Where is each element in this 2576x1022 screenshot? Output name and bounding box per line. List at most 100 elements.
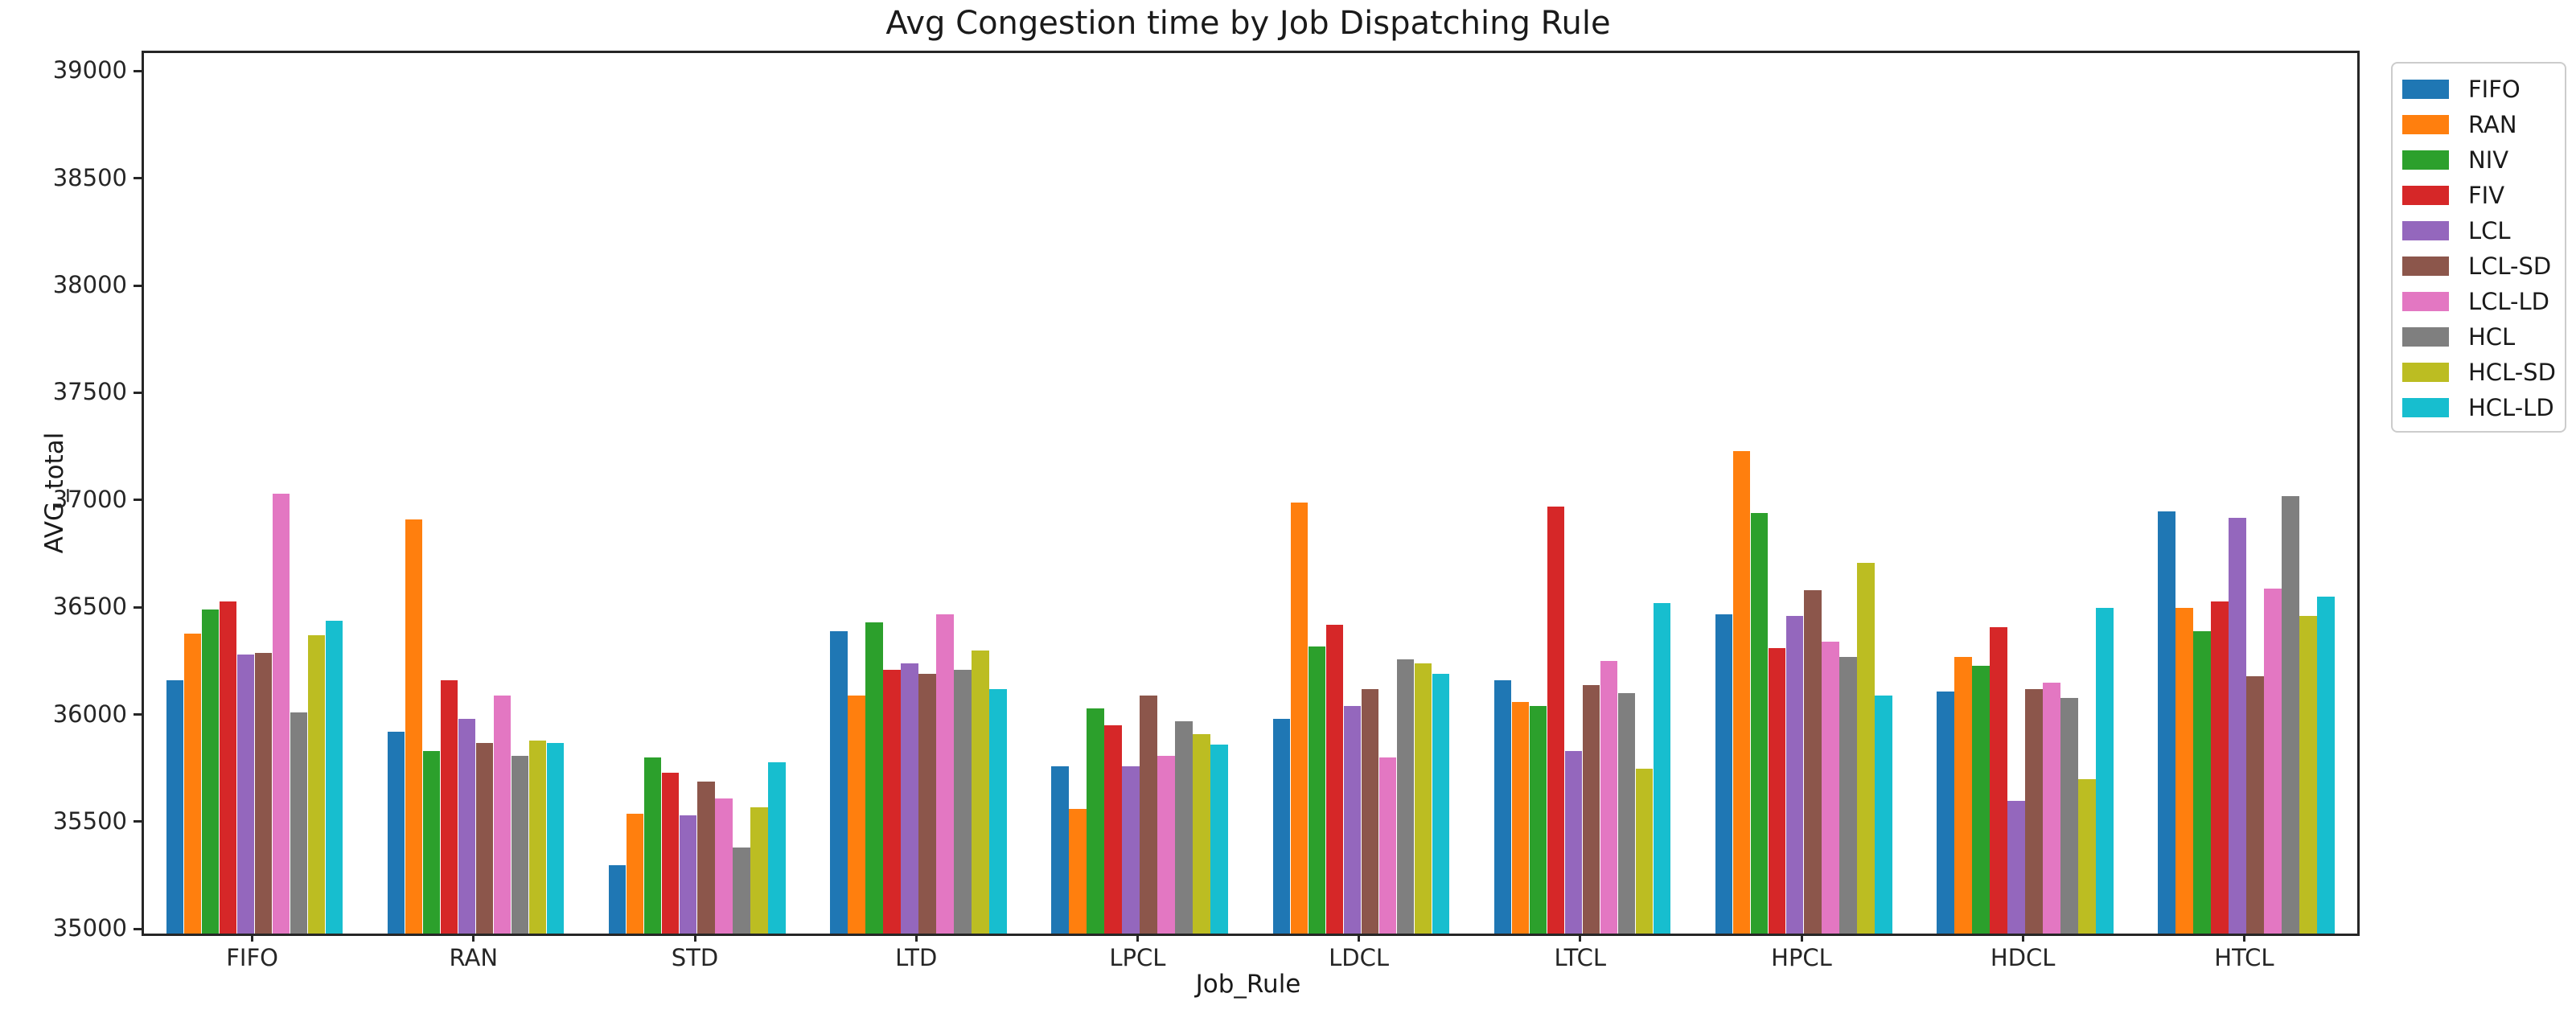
x-tick-mark-HTCL — [2242, 934, 2245, 942]
bar-FIFO-LCL — [236, 655, 255, 934]
bar-RAN-NIV — [422, 751, 441, 934]
bar-HTCL-HCL-SD — [2299, 616, 2317, 934]
y-tick-label-35000: 35000 — [52, 914, 127, 942]
legend-swatch-LCL-SD — [2402, 257, 2449, 276]
bar-RAN-HCL-LD — [546, 742, 565, 934]
bar-LTCL-HCL-LD — [1653, 603, 1671, 934]
bar-LTCL-FIV — [1547, 507, 1565, 934]
legend-label-NIV: NIV — [2468, 146, 2509, 174]
bar-HDCL-LCL-SD — [2025, 688, 2043, 934]
x-tick-mark-LPCL — [1136, 934, 1139, 942]
bar-HDCL-LCL-LD — [2043, 682, 2060, 934]
bar-STD-HCL — [733, 848, 750, 934]
bar-HTCL-FIV — [2211, 601, 2229, 934]
bar-LPCL-RAN — [1069, 809, 1087, 934]
legend-label-HCL-LD: HCL-LD — [2468, 394, 2554, 421]
bar-STD-HCL-LD — [768, 761, 786, 934]
legend-label-LCL: LCL — [2468, 217, 2511, 244]
bar-LDCL-LCL-LD — [1378, 757, 1397, 934]
y-tick-mark-35000 — [134, 927, 142, 930]
legend-entry-LCL-LD: LCL-LD — [2393, 284, 2565, 319]
bar-LPCL-LCL-LD — [1157, 755, 1175, 934]
x-tick-label-STD: STD — [671, 944, 719, 971]
bar-STD-NIV — [643, 757, 662, 934]
legend-label-FIFO: FIFO — [2468, 76, 2521, 103]
bar-HDCL-HCL-SD — [2078, 778, 2096, 934]
x-tick-label-HTCL: HTCL — [2214, 944, 2274, 971]
bar-LTD-FIFO — [830, 630, 848, 934]
x-tick-label-FIFO: FIFO — [226, 944, 278, 971]
y-tick-mark-39000 — [134, 69, 142, 72]
bar-LDCL-FIFO — [1272, 719, 1291, 934]
x-tick-label-LDCL: LDCL — [1329, 944, 1390, 971]
bar-FIFO-FIFO — [166, 680, 184, 934]
bar-LTCL-NIV — [1529, 706, 1547, 934]
legend-label-HCL-SD: HCL-SD — [2468, 359, 2556, 386]
y-tick-label-38000: 38000 — [52, 271, 127, 299]
y-tick-mark-36500 — [134, 605, 142, 609]
bar-RAN-RAN — [405, 519, 423, 934]
bar-HPCL-FIV — [1768, 648, 1786, 934]
bar-HPCL-LCL — [1785, 616, 1804, 934]
bar-LDCL-HCL — [1396, 659, 1415, 934]
legend-label-LCL-LD: LCL-LD — [2468, 288, 2550, 315]
bar-HDCL-RAN — [1954, 656, 1972, 934]
bar-LTD-LCL-SD — [918, 674, 936, 934]
x-tick-label-HPCL: HPCL — [1771, 944, 1832, 971]
legend-entry-LCL-SD: LCL-SD — [2393, 248, 2565, 284]
bar-RAN-LCL-SD — [475, 742, 494, 934]
legend: FIFO RAN NIV FIV LCL LCL-SD LCL-LD HCL HCL-SD HCL… — [2391, 62, 2566, 433]
legend-entry-NIV: NIV — [2393, 142, 2565, 178]
bar-LPCL-NIV — [1087, 708, 1104, 934]
bar-LPCL-LCL-SD — [1140, 695, 1157, 934]
x-tick-mark-HDCL — [2021, 934, 2024, 942]
y-tick-mark-35500 — [134, 820, 142, 823]
bar-LPCL-HCL-LD — [1210, 745, 1228, 934]
bar-LTCL-HCL-SD — [1635, 768, 1654, 934]
bar-HDCL-HCL-LD — [2096, 607, 2114, 934]
bar-HDCL-LCL — [2007, 800, 2025, 934]
y-tick-label-39000: 39000 — [52, 56, 127, 84]
y-tick-label-37500: 37500 — [52, 378, 127, 406]
bar-LPCL-FIFO — [1051, 765, 1069, 934]
bar-HTCL-LCL-LD — [2264, 588, 2282, 934]
bar-FIFO-HCL-SD — [307, 635, 326, 934]
x-tick-label-LTD: LTD — [895, 944, 938, 971]
plot-area — [142, 51, 2360, 936]
legend-entry-LCL: LCL — [2393, 213, 2565, 248]
bar-HTCL-LCL — [2229, 517, 2246, 934]
bar-HTCL-RAN — [2175, 607, 2193, 934]
bar-FIFO-NIV — [201, 610, 220, 934]
legend-label-FIV: FIV — [2468, 182, 2505, 209]
bar-LTCL-LCL-LD — [1600, 661, 1618, 934]
bar-LTD-HCL-SD — [972, 650, 989, 934]
bar-LTCL-FIFO — [1493, 680, 1512, 934]
bar-LTCL-HCL — [1617, 693, 1636, 934]
bar-LDCL-HCL-SD — [1414, 663, 1432, 934]
y-tick-mark-36000 — [134, 713, 142, 716]
bar-LDCL-LCL — [1343, 706, 1362, 934]
bar-HDCL-FIV — [1990, 626, 2007, 934]
legend-entry-HCL: HCL — [2393, 319, 2565, 355]
bar-LTCL-LCL-SD — [1582, 684, 1600, 934]
legend-swatch-HCL-LD — [2402, 398, 2449, 417]
legend-label-RAN: RAN — [2468, 111, 2517, 138]
bar-STD-LCL — [679, 815, 697, 934]
legend-swatch-FIV — [2402, 186, 2449, 205]
bar-FIFO-LCL-LD — [272, 494, 290, 934]
legend-swatch-LCL — [2402, 221, 2449, 240]
y-tick-mark-38000 — [134, 284, 142, 287]
bar-LDCL-LCL-SD — [1361, 688, 1379, 934]
y-tick-label-38500: 38500 — [52, 163, 127, 191]
legend-entry-RAN: RAN — [2393, 107, 2565, 142]
bar-LTD-NIV — [865, 622, 883, 934]
bar-FIFO-LCL-SD — [254, 652, 273, 934]
x-tick-mark-LTCL — [1579, 934, 1582, 942]
bar-LPCL-LCL — [1122, 765, 1140, 934]
y-tick-mark-38500 — [134, 177, 142, 180]
x-tick-mark-FIFO — [251, 934, 254, 942]
bar-HPCL-HCL-LD — [1875, 695, 1892, 934]
x-tick-mark-HPCL — [1800, 934, 1803, 942]
bar-LPCL-FIV — [1104, 725, 1122, 934]
x-tick-mark-STD — [693, 934, 696, 942]
